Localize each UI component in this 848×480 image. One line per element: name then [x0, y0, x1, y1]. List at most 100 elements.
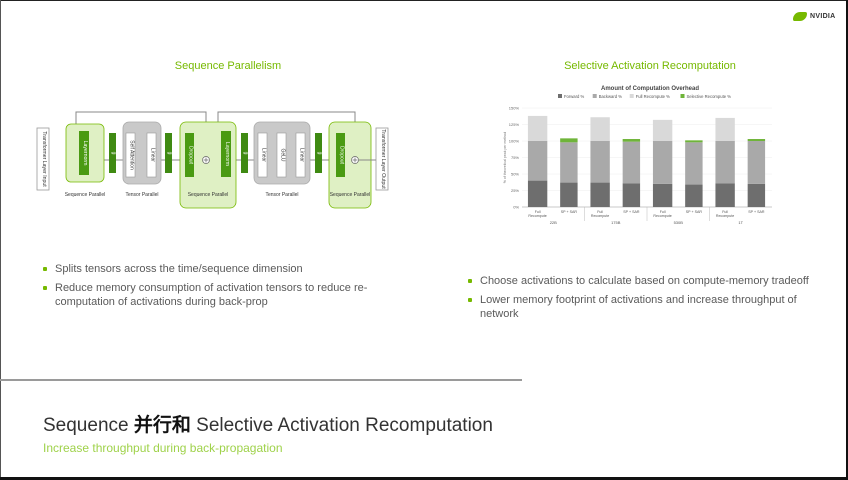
- legend-label: Forward %: [564, 94, 585, 99]
- bar-segment: [590, 117, 610, 141]
- computation-overhead-chart: Amount of Computation Overhead Forward % B…: [503, 86, 772, 225]
- bullet-item: Choose activations to calculate based on…: [467, 274, 837, 288]
- sequence-parallelism-title: Sequence Parallelism: [174, 60, 282, 72]
- y-tick-label: 150%: [509, 106, 520, 111]
- svg-text:Linear: Linear: [261, 148, 267, 162]
- svg-text:Dropout: Dropout: [339, 146, 345, 164]
- frame-left-edge: [0, 0, 1, 480]
- group-label: 175B: [611, 220, 621, 225]
- slide-title-pre: Sequence: [43, 415, 134, 436]
- sequence-parallelism-bullets: Splits tensors across the time/sequence …: [42, 262, 402, 314]
- g-bar-op-2: ḡ: [315, 133, 323, 173]
- selective-recomputation-bullets: Choose activations to calculate based on…: [467, 274, 837, 326]
- svg-text:Sequence Parallel: Sequence Parallel: [330, 192, 371, 198]
- x-tick-label: Full: [535, 210, 541, 214]
- x-tick-label: Recompute: [716, 214, 734, 218]
- bullet-item: Reduce memory consumption of activation …: [42, 281, 402, 309]
- bar-segment: [560, 142, 578, 183]
- bar-segment: [527, 141, 548, 181]
- svg-text:Linear: Linear: [299, 148, 305, 162]
- group-label: 530B: [674, 220, 684, 225]
- svg-text:g: g: [243, 152, 249, 155]
- bar-segment: [685, 140, 703, 143]
- y-tick-label: 100%: [509, 139, 520, 144]
- legend-swatch: [629, 94, 634, 98]
- svg-text:g: g: [111, 152, 117, 155]
- slide-title-post: Selective Activation Recomputation: [190, 415, 493, 436]
- x-tick-label: Full: [597, 210, 603, 214]
- sp-block-3: Dropout Sequence Parallel: [328, 121, 372, 209]
- svg-text:ḡ: ḡ: [167, 152, 173, 155]
- legend-label: Selective Recompute %: [687, 94, 732, 99]
- svg-text:Self Attention: Self Attention: [129, 140, 135, 170]
- bar-segment: [685, 184, 703, 207]
- x-tick-label: SP + SAR: [623, 210, 640, 214]
- svg-text:ḡ: ḡ: [317, 152, 323, 155]
- x-tick-label: SP + SAR: [561, 210, 578, 214]
- svg-text:Sequence Parallel: Sequence Parallel: [188, 192, 229, 198]
- bar-segment: [715, 141, 735, 184]
- svg-text:Sequence Parallel: Sequence Parallel: [65, 192, 106, 198]
- chart-title: Amount of Computation Overhead: [601, 86, 699, 92]
- transformer-layer-output: Transformer Layer Output: [359, 127, 389, 191]
- slide-title: Sequence 并行和 Selective Activation Recomp…: [43, 410, 493, 437]
- bar-segment: [715, 117, 735, 141]
- svg-text:Transformer Layer Input: Transformer Layer Input: [41, 131, 47, 187]
- bar-segment: [527, 115, 548, 141]
- bar-segment: [652, 119, 673, 141]
- nvidia-logo: NVIDIA: [793, 12, 836, 21]
- svg-text:Transformer Layer Output: Transformer Layer Output: [380, 129, 386, 189]
- tp-block-2: Linear GeLU Linear Tensor Parallel: [253, 121, 311, 198]
- x-tick-label: Full: [722, 210, 728, 214]
- x-tick-label: Full: [660, 210, 666, 214]
- bar-segment: [622, 183, 641, 207]
- sequence-parallelism-diagram: Transformer Layer Input Layernorm Sequen…: [36, 111, 389, 209]
- bar-segment: [685, 142, 703, 185]
- bar-segment: [747, 183, 766, 207]
- bar-segment: [622, 141, 641, 184]
- svg-text:Tensor Parallel: Tensor Parallel: [265, 192, 298, 198]
- y-axis-label: % of theoretical peak per method: [503, 132, 507, 183]
- x-tick-label: SP + SAR: [748, 210, 765, 214]
- y-tick-label: 75%: [511, 155, 519, 160]
- bar-segment: [747, 141, 766, 184]
- bar-segment: [590, 182, 610, 207]
- y-tick-label: 25%: [511, 188, 519, 193]
- bar-segment: [560, 138, 578, 143]
- x-tick-label: Recompute: [591, 214, 609, 218]
- frame-right-edge: [846, 0, 848, 480]
- svg-text:Layernorm: Layernorm: [224, 142, 230, 166]
- legend-label: Backward %: [599, 94, 623, 99]
- x-tick-label: SP + SAR: [686, 210, 703, 214]
- g-op-2: g: [241, 133, 249, 173]
- y-tick-label: 50%: [511, 172, 519, 177]
- selective-recomputation-title: Selective Activation Recomputation: [564, 60, 736, 72]
- g-op-1: g: [109, 133, 117, 173]
- x-tick-label: Recompute: [653, 214, 671, 218]
- group-label: 1T: [738, 220, 743, 225]
- slide-subtitle: Increase throughput during back-propagat…: [43, 441, 283, 455]
- legend-swatch: [592, 94, 597, 98]
- bar-segment: [747, 139, 766, 141]
- section-divider: [0, 379, 522, 381]
- bar-segment: [652, 141, 673, 184]
- legend-swatch: [558, 94, 562, 98]
- transformer-layer-input: Transformer Layer Input: [36, 127, 50, 191]
- y-tick-label: 125%: [509, 122, 520, 127]
- slide-title-cjk: 并行和: [133, 414, 191, 436]
- bullet-item: Splits tensors across the time/sequence …: [42, 262, 402, 276]
- bar-segment: [560, 182, 578, 207]
- logo-text: NVIDIA: [810, 13, 836, 20]
- svg-text:Layernorm: Layernorm: [82, 141, 88, 166]
- svg-text:Linear: Linear: [150, 148, 156, 162]
- bar-segment: [527, 180, 548, 207]
- y-tick-label: 0%: [513, 205, 519, 210]
- frame-top-edge: [0, 0, 848, 1]
- legend-label: Full Recompute %: [636, 94, 670, 99]
- nvidia-eye-icon: [793, 12, 807, 21]
- svg-text:Dropout: Dropout: [188, 146, 194, 164]
- bar-segment: [715, 183, 735, 207]
- svg-text:Tensor Parallel: Tensor Parallel: [125, 192, 158, 198]
- frame-bottom-edge: [0, 477, 848, 480]
- bar-segment: [590, 141, 610, 183]
